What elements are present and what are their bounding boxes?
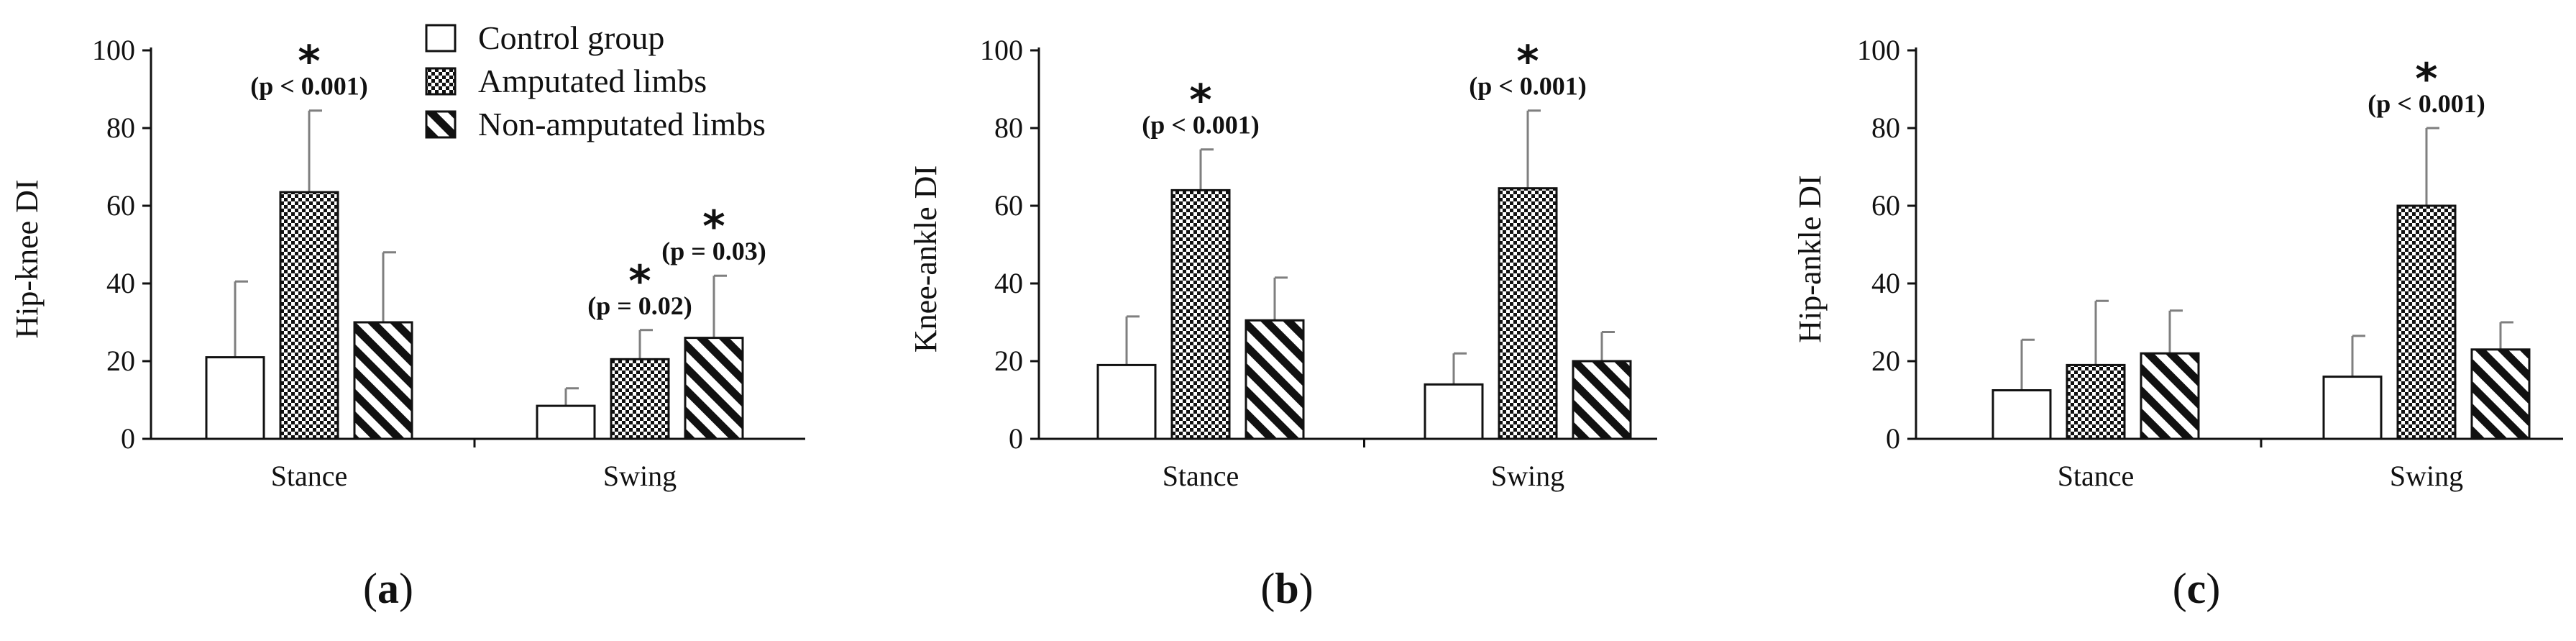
p-value-annotation: (p = 0.02): [587, 291, 692, 320]
legend-item-amputated-limbs: Amputated limbs: [425, 63, 707, 99]
y-tick-label: 40: [1871, 267, 1900, 299]
bar-control-group: [1991, 389, 2052, 440]
significance-star: *: [298, 37, 320, 87]
bar-non-amputated-limbs: [353, 321, 413, 440]
y-axis-label: Hip-ankle DI: [1792, 175, 1828, 342]
p-value-annotation: (p < 0.001): [250, 72, 368, 101]
bar-amputated-limbs: [610, 358, 670, 440]
legend-label-control-group: Control group: [478, 19, 664, 56]
x-tick-label: Stance: [271, 460, 348, 492]
y-tick-label: 60: [1871, 189, 1900, 222]
y-tick-label: 20: [1871, 345, 1900, 377]
y-tick-label: 100: [980, 34, 1023, 66]
legend-label-amputated-limbs: Amputated limbs: [478, 63, 707, 99]
y-tick-label: 20: [106, 345, 135, 377]
y-tick-label: 40: [106, 267, 135, 299]
y-tick-label: 100: [92, 34, 135, 66]
panel-label-b: (b): [1260, 565, 1313, 612]
bar-amputated-limbs: [279, 191, 339, 440]
bar-control-group: [1424, 383, 1484, 440]
significance-star: *: [2415, 54, 2437, 104]
p-value-annotation: (p = 0.03): [661, 237, 766, 265]
bar-non-amputated-limbs: [2140, 352, 2200, 440]
y-tick-label: 100: [1857, 34, 1900, 66]
significance-star: *: [702, 201, 725, 252]
bar-non-amputated-limbs: [1572, 360, 1632, 440]
panel-label-c: (c): [2173, 565, 2221, 612]
significance-star: *: [1189, 76, 1211, 126]
bar-amputated-limbs: [1170, 188, 1231, 440]
bar-non-amputated-limbs: [684, 337, 744, 440]
y-tick-label: 40: [994, 267, 1023, 299]
y-tick-label: 0: [1009, 422, 1023, 455]
panel-label-a: (a): [363, 565, 413, 612]
y-tick-label: 80: [1871, 112, 1900, 144]
bar-non-amputated-limbs: [2470, 348, 2531, 440]
legend-label-non-amputated-limbs: Non-amputated limbs: [478, 106, 766, 142]
y-tick-label: 20: [994, 345, 1023, 377]
y-tick-label: 60: [994, 189, 1023, 222]
y-tick-label: 0: [1886, 422, 1900, 455]
legend-swatch-amputated-limbs: [425, 67, 457, 96]
x-tick-label: Swing: [2390, 460, 2463, 492]
bar-amputated-limbs: [2396, 204, 2457, 440]
y-tick-label: 80: [994, 112, 1023, 144]
y-tick-label: 80: [106, 112, 135, 144]
significance-star: *: [1516, 37, 1539, 87]
bar-non-amputated-limbs: [1245, 319, 1305, 440]
bar-control-group: [205, 356, 265, 440]
p-value-annotation: (p < 0.001): [1142, 111, 1260, 140]
y-axis-label: Knee-ankle DI: [908, 165, 943, 353]
y-tick-label: 0: [121, 422, 135, 455]
p-value-annotation: (p < 0.001): [1469, 72, 1587, 101]
panel-b: Knee-ankle DI 0 20 40 60 80 100 Stance Swing (…: [908, 34, 1657, 612]
legend-item-non-amputated-limbs: Non-amputated limbs: [425, 106, 766, 142]
x-tick-label: Swing: [1491, 460, 1564, 492]
bar-amputated-limbs: [2066, 363, 2126, 440]
significance-star: *: [628, 256, 651, 306]
x-tick-label: Stance: [2058, 460, 2135, 492]
bar-control-group: [536, 404, 596, 440]
y-axis-label: Hip-knee DI: [9, 179, 45, 338]
legend-swatch-non-amputated-limbs: [425, 110, 457, 139]
x-tick-label: Swing: [603, 460, 677, 492]
panel-c: Hip-ankle DI 0 20 40 60 80 100 Stance Swing (p…: [1792, 34, 2563, 612]
legend-swatch-control-group: [425, 24, 457, 53]
p-value-annotation: (p < 0.001): [2368, 89, 2485, 118]
y-tick-label: 60: [106, 189, 135, 222]
bar-control-group: [2322, 376, 2383, 440]
legend: Control group Amputated limbs Non-amputa…: [425, 19, 766, 142]
bar-amputated-limbs: [1498, 187, 1558, 440]
x-tick-label: Stance: [1163, 460, 1239, 492]
panel-a: Hip-knee DI 0 20 40 60 80 100 Stance Swing (p …: [9, 34, 805, 612]
legend-item-control-group: Control group: [425, 19, 664, 56]
bar-control-group: [1096, 363, 1157, 440]
